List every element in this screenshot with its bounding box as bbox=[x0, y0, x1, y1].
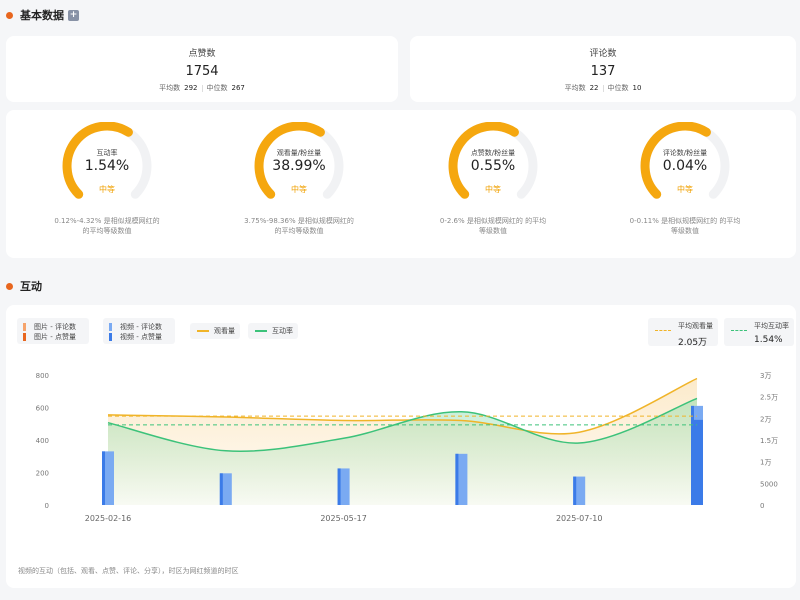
legend-text: 图片 - 评论数 bbox=[34, 323, 76, 331]
comments-median-label: 中位数 bbox=[607, 84, 629, 92]
gauge-level: 中等 bbox=[677, 185, 693, 194]
basic-data-title: 基本数据 + bbox=[6, 7, 79, 23]
comments-avg-label: 平均数 bbox=[564, 84, 586, 92]
gauge-arc bbox=[254, 122, 344, 199]
likes-stats: 平均数 292 中位数 267 bbox=[6, 83, 398, 93]
gauge-value: 38.99% bbox=[272, 158, 326, 174]
gauge-desc-line1: 0-2.6% 是相似规模网红的 的平均 bbox=[439, 217, 547, 225]
gauge-description: 0.12%-4.32% 是相似规模网红的 的平均等级数值 bbox=[42, 216, 172, 236]
avg-rate-label: 平均互动率 bbox=[754, 322, 789, 330]
interaction-title: 互动 bbox=[6, 278, 42, 294]
swatch-icon bbox=[109, 323, 112, 331]
swatch-icon bbox=[109, 333, 112, 341]
legend-img-comments: 图片 - 评论数 bbox=[23, 322, 89, 332]
gauge-desc-line2: 等级数值 bbox=[479, 227, 507, 235]
dashed-line-icon bbox=[731, 330, 747, 331]
gauge-label: 点赞数/粉丝量 bbox=[470, 149, 516, 157]
gauge-level: 中等 bbox=[291, 185, 307, 194]
swatch-icon bbox=[23, 333, 26, 341]
avg-views-value: 2.05万 bbox=[678, 338, 708, 348]
gauge-desc-line2: 的平均等级数值 bbox=[82, 227, 132, 235]
section-dot bbox=[6, 11, 13, 19]
line-swatch-icon bbox=[197, 330, 209, 332]
legend-text: 图片 - 点赞量 bbox=[34, 333, 76, 341]
gauge-arc bbox=[448, 122, 538, 199]
gauge-likes-followers: 点赞数/粉丝量 0.55% 中等 0-2.6% 是相似规模网红的 的平均 等级数值 bbox=[428, 122, 558, 236]
legend-video-series[interactable]: 视频 - 评论数 视频 - 点赞量 bbox=[103, 318, 175, 344]
comments-label: 评论数 bbox=[589, 49, 617, 59]
dashed-line-icon bbox=[655, 330, 671, 331]
gauge-desc-line1: 0-0.11% 是相似规模网红的 的平均 bbox=[629, 217, 741, 225]
legend-text: 观看量 bbox=[214, 327, 235, 335]
gauge-value: 1.54% bbox=[84, 158, 130, 174]
legend-rate[interactable]: 互动率 bbox=[248, 323, 298, 339]
legend-views[interactable]: 观看量 bbox=[190, 323, 240, 339]
section-dot bbox=[6, 282, 13, 290]
likes-card: 点赞数 1754 平均数 292 中位数 267 bbox=[6, 36, 398, 102]
avg-views-label: 平均观看量 bbox=[678, 322, 713, 330]
gauge-value: 0.55% bbox=[470, 158, 516, 174]
likes-label: 点赞数 bbox=[188, 49, 216, 59]
legend-vid-comments: 视频 - 评论数 bbox=[109, 322, 175, 332]
expand-icon[interactable]: + bbox=[68, 9, 79, 21]
divider bbox=[201, 84, 203, 92]
gauge-arc bbox=[62, 122, 152, 199]
avg-views-box: 平均观看量 2.05万 bbox=[648, 318, 718, 348]
basic-data-title-text: 基本数据 bbox=[20, 9, 64, 22]
legend-vid-likes: 视频 - 点赞量 bbox=[109, 332, 175, 342]
gauge-label: 互动率 bbox=[96, 149, 118, 157]
gauge-comments-followers: 评论数/粉丝量 0.04% 中等 0-0.11% 是相似规模网红的 的平均 等级数… bbox=[620, 122, 750, 236]
likes-median-value: 267 bbox=[231, 84, 245, 92]
comments-value: 137 bbox=[590, 64, 616, 79]
gauge-desc-line1: 0.12%-4.32% 是相似规模网红的 bbox=[54, 217, 160, 225]
gauge-level: 中等 bbox=[99, 185, 115, 194]
divider bbox=[602, 84, 604, 92]
line-swatch-icon bbox=[255, 330, 267, 332]
gauge-description: 0-0.11% 是相似规模网红的 的平均 等级数值 bbox=[620, 216, 750, 236]
legend-text: 互动率 bbox=[272, 327, 293, 335]
legend-text: 视频 - 点赞量 bbox=[120, 333, 162, 341]
gauge-description: 0-2.6% 是相似规模网红的 的平均 等级数值 bbox=[428, 216, 558, 236]
comments-avg-value: 22 bbox=[589, 84, 599, 92]
gauge-level: 中等 bbox=[485, 185, 501, 194]
comments-card: 评论数 137 平均数 22 中位数 10 bbox=[410, 36, 796, 102]
likes-value: 1754 bbox=[185, 64, 219, 79]
likes-avg-label: 平均数 bbox=[159, 84, 181, 92]
gauge-desc-line2: 的平均等级数值 bbox=[274, 227, 324, 235]
gauge-label: 观看量/粉丝量 bbox=[276, 149, 322, 157]
comments-median-value: 10 bbox=[632, 84, 642, 92]
gauge-views-followers: 观看量/粉丝量 38.99% 中等 3.75%-98.36% 是相似规模网红的的… bbox=[234, 122, 364, 236]
legend-img-likes: 图片 - 点赞量 bbox=[23, 332, 89, 342]
comments-stats: 平均数 22 中位数 10 bbox=[410, 83, 796, 93]
legend-image-series[interactable]: 图片 - 评论数 图片 - 点赞量 bbox=[17, 318, 89, 344]
ratio-gauges-card: 互动率 1.54% 中等 0.12%-4.32% 是相似规模网红的 的平均等级数值… bbox=[6, 110, 796, 258]
gauge-engagement-rate: 互动率 1.54% 中等 0.12%-4.32% 是相似规模网红的 的平均等级数值 bbox=[42, 122, 172, 236]
avg-rate-box: 平均互动率 1.54% bbox=[724, 318, 794, 346]
likes-median-label: 中位数 bbox=[206, 84, 228, 92]
gauge-arc bbox=[640, 122, 730, 199]
interaction-title-text: 互动 bbox=[20, 280, 42, 293]
likes-avg-value: 292 bbox=[184, 84, 198, 92]
gauge-value: 0.04% bbox=[662, 158, 708, 174]
gauge-description: 3.75%-98.36% 是相似规模网红的 的平均等级数值 bbox=[234, 216, 364, 236]
footnote: 视频的互动（包括、观看、点赞、评论、分享），时区为网红频道的时区 bbox=[18, 567, 239, 575]
swatch-icon bbox=[23, 323, 26, 331]
avg-rate-value: 1.54% bbox=[754, 335, 783, 345]
gauge-desc-line2: 等级数值 bbox=[671, 227, 699, 235]
gauge-label: 评论数/粉丝量 bbox=[662, 149, 708, 157]
gauge-desc-line1: 3.75%-98.36% 是相似规模网红的 bbox=[244, 217, 354, 225]
legend-text: 视频 - 评论数 bbox=[120, 323, 162, 331]
